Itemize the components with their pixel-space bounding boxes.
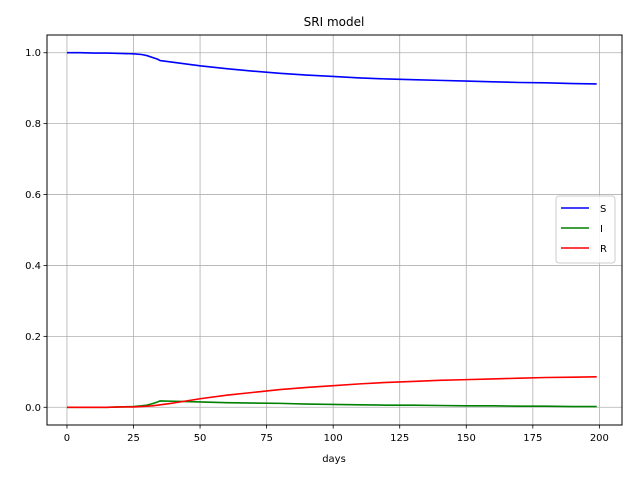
x-tick-label: 125 (390, 433, 409, 444)
x-tick-label: 25 (127, 433, 140, 444)
x-tick-label: 150 (457, 433, 476, 444)
x-axis-label: days (322, 454, 346, 465)
y-tick-label: 0.6 (25, 190, 41, 201)
x-tick-label: 100 (324, 433, 343, 444)
legend-label-i: I (600, 224, 603, 235)
chart-title: SRI model (304, 15, 365, 29)
x-tick-label: 200 (590, 433, 609, 444)
y-tick-label: 0.4 (25, 261, 41, 272)
x-tick-label: 75 (260, 433, 273, 444)
y-tick-label: 0.2 (25, 332, 41, 343)
legend: SIR (556, 196, 615, 263)
y-tick-label: 1.0 (25, 48, 41, 59)
legend-label-s: S (600, 204, 606, 215)
legend-label-r: R (600, 244, 607, 255)
x-tick-label: 175 (523, 433, 542, 444)
y-tick-label: 0.0 (25, 403, 41, 414)
x-tick-label: 0 (64, 433, 70, 444)
y-tick-label: 0.8 (25, 119, 41, 130)
x-tick-label: 50 (194, 433, 207, 444)
